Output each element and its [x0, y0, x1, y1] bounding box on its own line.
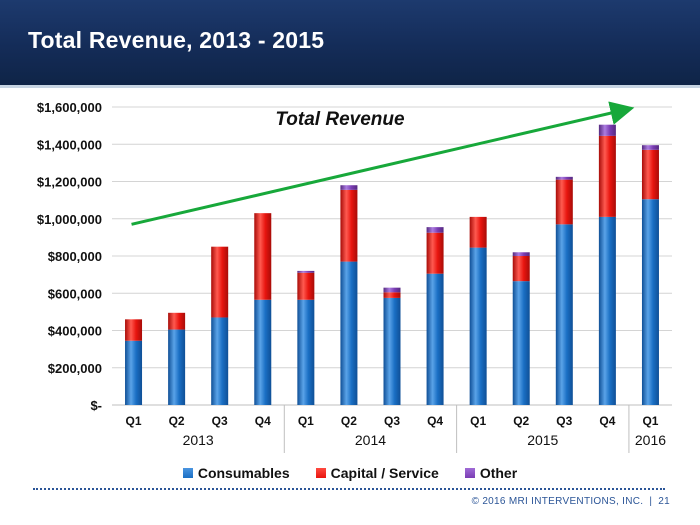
y-tick-label: $1,000,000	[37, 212, 102, 227]
bar-segment-consumables-8	[469, 247, 487, 405]
bar-segment-capital-service-9	[512, 256, 530, 282]
bar-segment-consumables-11	[598, 216, 616, 405]
bar-segment-consumables-3	[254, 299, 272, 405]
bar-segment-other-7	[426, 227, 444, 233]
slide-footer: © 2016 MRI INTERVENTIONS, INC. | 21	[472, 496, 670, 507]
legend-item-other: Other	[464, 465, 518, 481]
slide-header: Total Revenue, 2013 - 2015	[0, 0, 700, 85]
x-tick-label: Q4	[427, 414, 443, 428]
chart-annotation-total-revenue: Total Revenue	[275, 109, 405, 130]
legend-item-consumables: Consumables	[182, 465, 290, 481]
page-number: 21	[658, 496, 670, 507]
bar-segment-capital-service-11	[598, 135, 616, 217]
y-tick-label: $400,000	[48, 324, 102, 339]
trend-arrow	[131, 101, 635, 226]
x-tick-label: Q4	[255, 414, 271, 428]
bar-segment-capital-service-2	[211, 246, 229, 318]
y-tick-label: $1,600,000	[37, 100, 102, 115]
bar-segment-consumables-10	[555, 224, 573, 405]
bar-segment-other-5	[340, 185, 358, 190]
year-group-label: 2013	[183, 432, 214, 448]
y-tick-label: $-	[90, 398, 102, 413]
x-tick-label: Q1	[642, 414, 658, 428]
x-tick-label: Q4	[599, 414, 615, 428]
legend-item-capital-service: Capital / Service	[315, 465, 439, 481]
legend-swatch-capital-service	[315, 468, 326, 478]
bar-segment-other-9	[512, 252, 530, 256]
bar-segment-other-6	[383, 287, 401, 293]
legend-swatch-consumables	[182, 468, 193, 478]
footer-divider	[33, 488, 665, 490]
bar-segment-capital-service-6	[383, 292, 401, 298]
header-divider	[0, 85, 700, 88]
footer-copyright: © 2016 MRI INTERVENTIONS, INC.	[471, 496, 644, 507]
bar-segment-consumables-9	[512, 281, 530, 405]
footer-separator: |	[649, 496, 653, 507]
year-group-label: 2016	[635, 432, 666, 448]
bar-segment-consumables-4	[297, 299, 315, 405]
bar-segment-capital-service-8	[469, 216, 487, 248]
x-tick-label: Q2	[341, 414, 357, 428]
bar-segment-capital-service-4	[297, 272, 315, 300]
bar-segment-other-4	[297, 270, 315, 273]
y-tick-label: $1,200,000	[37, 175, 102, 190]
bar-segment-capital-service-1	[168, 312, 186, 330]
revenue-chart: $- $200,000 $400,000 $600,000 $800,000 $1,000…	[37, 100, 672, 453]
bar-segment-consumables-6	[383, 297, 401, 405]
bar-segment-other-12	[641, 145, 659, 150]
y-tick-label: $1,400,000	[37, 137, 102, 152]
bar-segment-capital-service-5	[340, 189, 358, 262]
y-tick-label: $200,000	[48, 361, 102, 376]
year-group-label: 2014	[355, 432, 386, 448]
legend-swatch-other	[464, 468, 475, 478]
x-tick-label: Q1	[298, 414, 314, 428]
legend-label-other: Other	[479, 465, 518, 481]
slide-title: Total Revenue, 2013 - 2015	[28, 27, 325, 53]
bar-segment-consumables-1	[168, 329, 186, 405]
x-tick-label: Q1	[126, 414, 142, 428]
bar-segment-consumables-7	[426, 273, 444, 405]
bar-segment-capital-service-12	[641, 149, 659, 200]
bar-segment-consumables-0	[125, 340, 143, 405]
year-group-label: 2015	[527, 432, 558, 448]
y-tick-label: $600,000	[48, 286, 102, 301]
bar-segment-capital-service-10	[555, 179, 573, 225]
x-tick-label: Q2	[169, 414, 185, 428]
x-tick-label: Q3	[556, 414, 572, 428]
bar-segment-consumables-12	[641, 199, 659, 405]
x-tick-label: Q3	[384, 414, 400, 428]
bar-segment-consumables-2	[211, 317, 229, 405]
legend-label-capital-service: Capital / Service	[330, 465, 439, 481]
bar-segment-consumables-5	[340, 261, 358, 405]
x-tick-label: Q2	[513, 414, 529, 428]
bar-segment-other-11	[598, 124, 616, 136]
bar-segment-other-10	[555, 176, 573, 180]
bar-segment-capital-service-0	[125, 319, 143, 341]
y-tick-label: $800,000	[48, 249, 102, 264]
chart-legend: Consumables Capital / Service Other	[0, 465, 700, 481]
legend-label-consumables: Consumables	[197, 465, 290, 481]
bar-segment-capital-service-3	[254, 213, 272, 300]
x-tick-label: Q1	[470, 414, 486, 428]
bar-segment-capital-service-7	[426, 232, 444, 274]
x-tick-label: Q3	[212, 414, 228, 428]
